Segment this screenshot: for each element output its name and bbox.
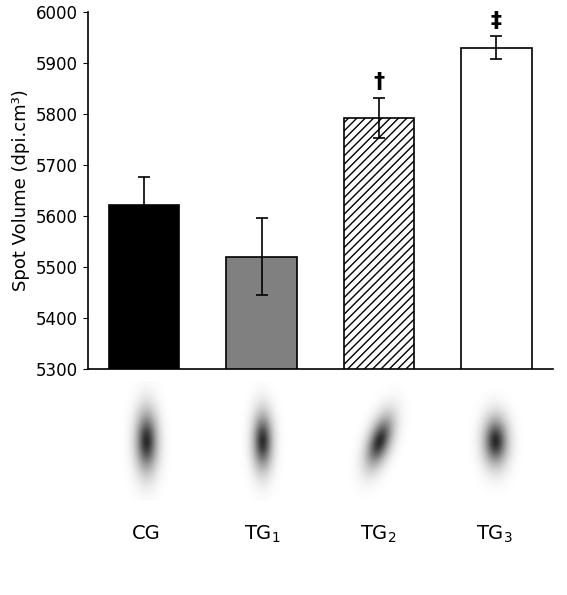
Text: TG$_2$: TG$_2$ bbox=[360, 524, 397, 545]
Text: ‡: ‡ bbox=[491, 11, 502, 32]
Bar bbox=[109, 205, 180, 369]
Bar bbox=[461, 48, 532, 369]
Bar bbox=[344, 118, 414, 369]
Text: CG: CG bbox=[132, 524, 160, 543]
Y-axis label: Spot Volume (dpi.cm³): Spot Volume (dpi.cm³) bbox=[12, 89, 31, 292]
Bar bbox=[226, 256, 297, 369]
Text: TG$_1$: TG$_1$ bbox=[244, 524, 281, 545]
Text: †: † bbox=[374, 73, 384, 92]
Text: TG$_3$: TG$_3$ bbox=[476, 524, 513, 545]
